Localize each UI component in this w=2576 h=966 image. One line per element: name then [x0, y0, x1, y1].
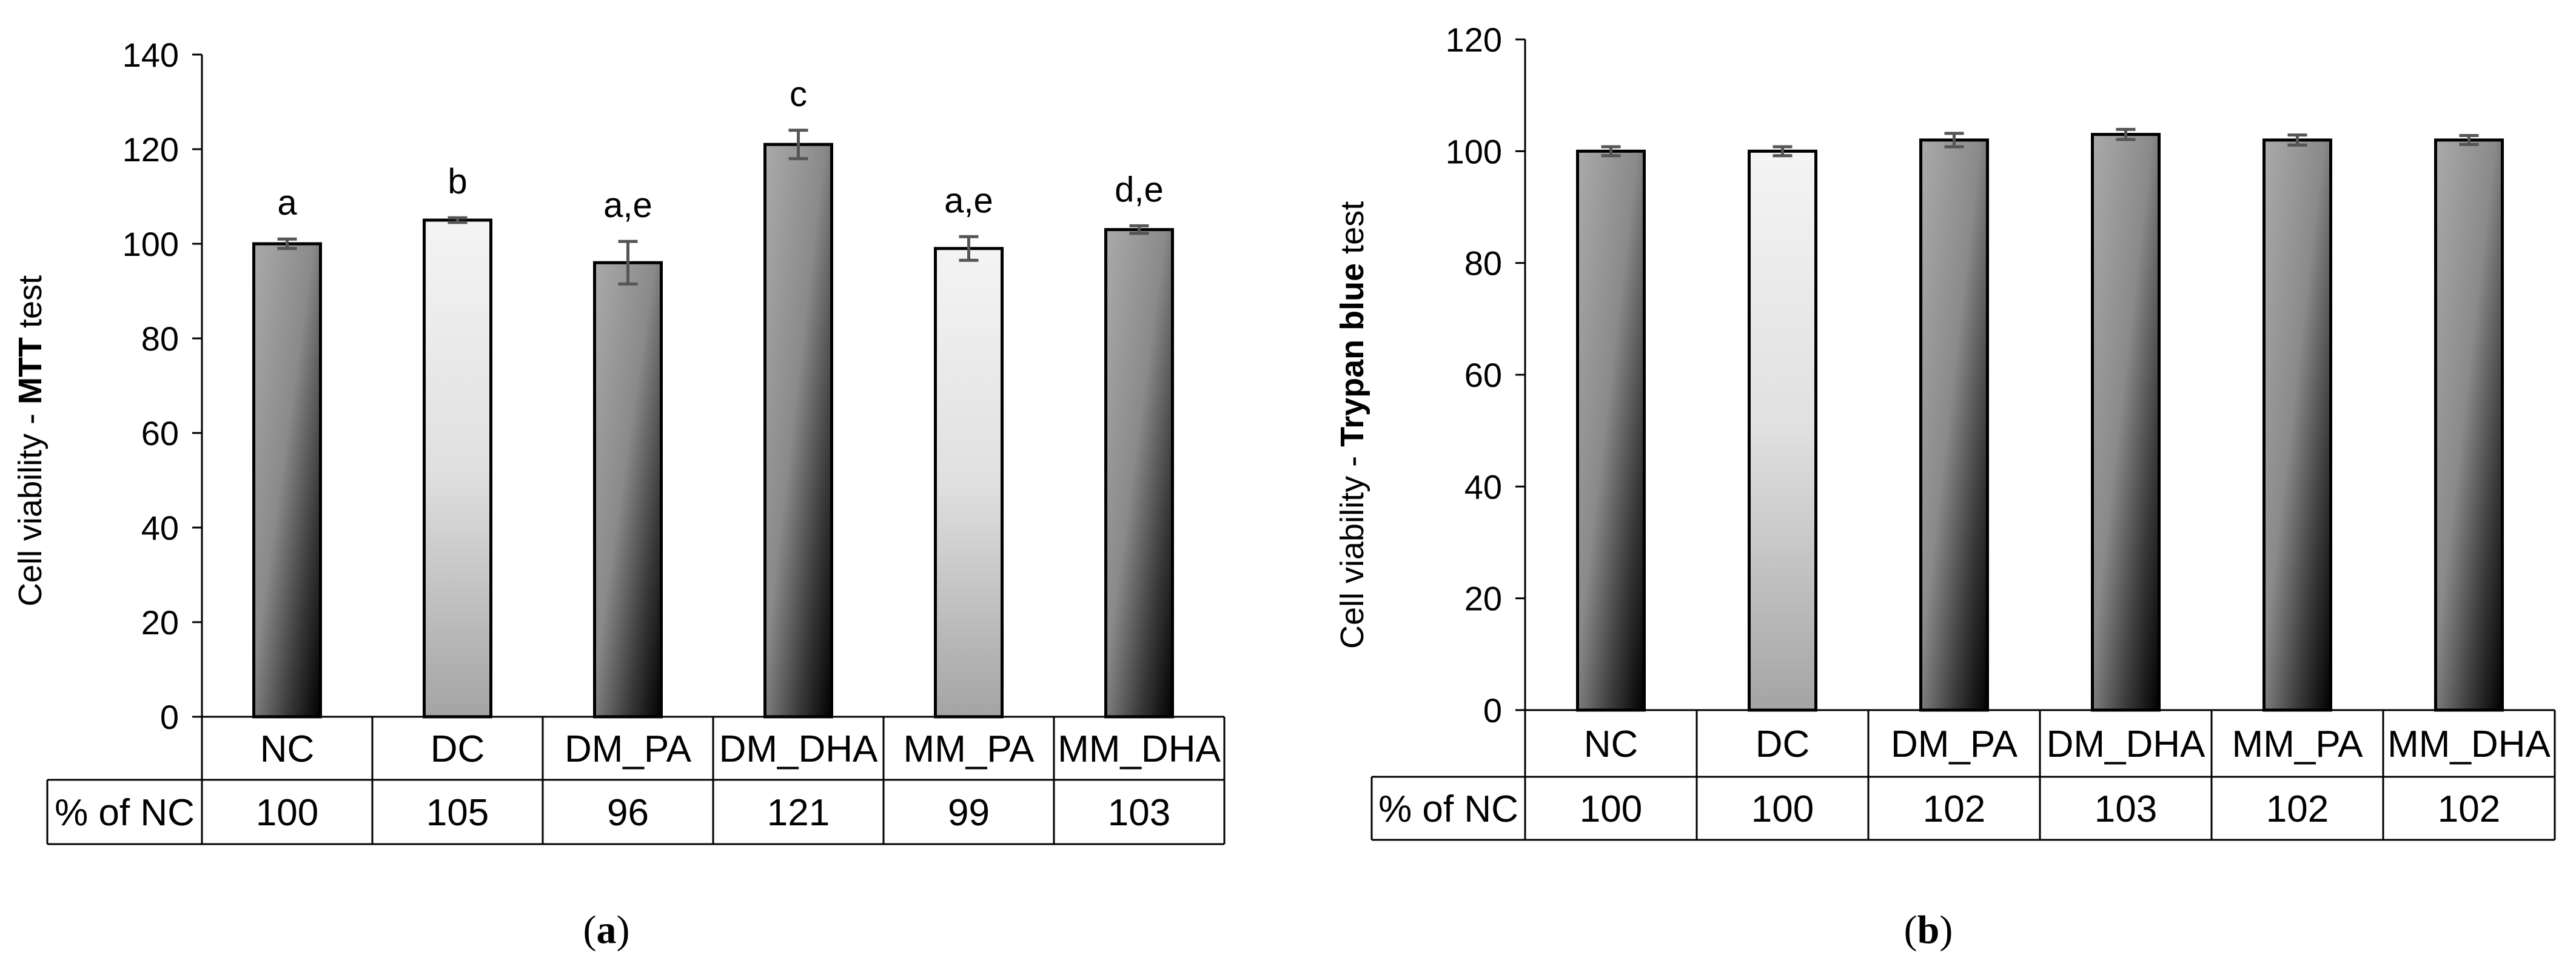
panel-a-significance-label: a	[277, 183, 297, 223]
panel-b-error-bars	[1601, 127, 2479, 158]
panel-a-category-label: DM_PA	[565, 728, 692, 770]
panel-b-y-tick-label: 20	[1464, 580, 1502, 618]
panel-b-bars	[1576, 133, 2504, 712]
panel-a-significance-label: c	[790, 75, 807, 114]
panel-a-bar-mm-dha	[1104, 228, 1174, 719]
panel-a-y-tick-label: 20	[141, 603, 179, 642]
panel-a-error-bar	[1129, 224, 1149, 235]
panel-a-error-bar	[448, 216, 468, 224]
panel-a-significance-label: b	[448, 162, 467, 201]
chart-panel-b: 0 20 40 60 80 100 120 % of NC NC 100 DC 100 DM_PA 10…	[1334, 21, 2556, 952]
panel-a-error-bar	[277, 237, 297, 250]
panel-a-table-value: 96	[607, 792, 649, 834]
panel-a-table-value: 99	[948, 792, 990, 834]
panel-a-table-value: 105	[426, 792, 489, 834]
panel-a-bars	[252, 143, 1174, 719]
panel-a-category-label: DC	[431, 728, 485, 770]
panel-a-y-tick-label: 140	[122, 36, 179, 74]
panel-a-table-value: 100	[256, 792, 318, 834]
panel-b-data-table: % of NC NC 100 DC 100 DM_PA 102 DM_DHA 103 MM_PA 1…	[1370, 709, 2556, 841]
panel-b-table-value: 100	[1580, 788, 1642, 830]
panel-b-category-label: MM_DHA	[2387, 723, 2551, 765]
panel-a-category-label: NC	[260, 728, 315, 770]
panel-b-category-label: NC	[1584, 723, 1639, 765]
panel-b-error-bar	[2459, 134, 2479, 146]
panel-b-label: (b)	[1904, 908, 1953, 952]
panel-b-y-axis-title: Cell viability - Trypan blue test	[1334, 201, 1370, 649]
panel-b-error-bar	[2287, 133, 2307, 147]
panel-a-y-axis: 0 20 40 60 80 100 120 140	[122, 36, 203, 736]
panel-a-error-bar	[959, 235, 979, 262]
panel-a-error-bars	[277, 129, 1149, 286]
panel-a-table-value: 103	[1108, 792, 1170, 834]
panel-b-y-tick-label: 80	[1464, 244, 1502, 283]
panel-b-table-value: 100	[1751, 788, 1814, 830]
panel-a-bar-dm-pa	[593, 261, 663, 719]
panel-a-y-tick-label: 80	[141, 320, 179, 358]
panel-a-y-tick-label: 120	[122, 130, 179, 169]
panel-b-category-label: DC	[1756, 723, 1810, 765]
panel-b-table-row-label: % of NC	[1378, 788, 1518, 830]
chart-panel-a: 0 20 40 60 80 100 120 140 a b a,e c a,e d,e % of NC N…	[12, 36, 1226, 952]
panel-b-table-value: 102	[2266, 788, 2329, 830]
panel-b-bar-mm-pa	[2262, 138, 2332, 712]
panel-b-category-label: MM_PA	[2232, 723, 2364, 765]
panel-a-y-tick-label: 60	[141, 414, 179, 452]
panel-a-y-axis-title: Cell viability - MTT test	[12, 275, 49, 606]
panel-b-bar-dm-pa	[1919, 138, 1989, 712]
panel-b-error-bar	[1944, 132, 1964, 149]
panel-a-table-value: 121	[767, 792, 830, 834]
panel-a-significance-label: d,e	[1115, 170, 1164, 209]
panel-b-category-label: DM_DHA	[2047, 723, 2205, 765]
panel-a-bar-dc	[423, 218, 492, 719]
panel-b-bar-dm-dha	[2091, 133, 2161, 712]
panel-a-table-row-label: % of NC	[55, 792, 195, 834]
panel-a-significance-labels: a b a,e c a,e d,e	[277, 75, 1163, 225]
panel-a-bar-dm-dha	[763, 143, 833, 719]
panel-b-y-tick-label: 0	[1483, 691, 1502, 730]
panel-b-y-tick-label: 100	[1446, 132, 1502, 170]
panel-a-bar-nc	[252, 242, 322, 719]
panel-b-error-bar	[2116, 127, 2136, 141]
panel-b-error-bar	[1601, 145, 1621, 158]
panel-b-y-tick-label: 60	[1464, 356, 1502, 394]
panel-a-y-tick-label: 100	[122, 225, 179, 263]
panel-b-y-axis: 0 20 40 60 80 100 120	[1446, 21, 1526, 730]
panel-a-data-table: % of NC NC 100 DC 105 DM_PA 96 DM_DHA 121 MM_PA 99…	[46, 716, 1226, 845]
panel-b-table-value: 102	[2438, 788, 2500, 830]
panel-a-error-bar	[788, 129, 808, 161]
panel-a-error-bar	[618, 240, 638, 286]
panel-b-table-value: 103	[2095, 788, 2157, 830]
panel-a-category-label: DM_DHA	[719, 728, 878, 770]
panel-a-label: (a)	[583, 908, 630, 952]
panel-b-table-value: 102	[1923, 788, 1985, 830]
panel-b-error-bar	[1773, 145, 1793, 158]
panel-a-bar-mm-pa	[934, 247, 1004, 719]
panel-a-category-label: MM_DHA	[1058, 728, 1221, 770]
panel-b-y-tick-label: 40	[1464, 468, 1502, 506]
panel-a-category-label: MM_PA	[904, 728, 1035, 770]
panel-a-y-tick-label: 40	[141, 509, 179, 547]
panel-a-y-tick-label: 0	[160, 698, 179, 736]
panel-b-bar-nc	[1576, 149, 1646, 712]
panel-b-y-tick-label: 120	[1446, 21, 1502, 59]
panel-b-category-label: DM_PA	[1891, 723, 2018, 765]
panel-a-significance-label: a,e	[603, 186, 652, 225]
panel-b-bar-dc	[1748, 149, 1817, 712]
panel-a-significance-label: a,e	[944, 181, 993, 220]
panel-b-bar-mm-dha	[2434, 138, 2504, 712]
